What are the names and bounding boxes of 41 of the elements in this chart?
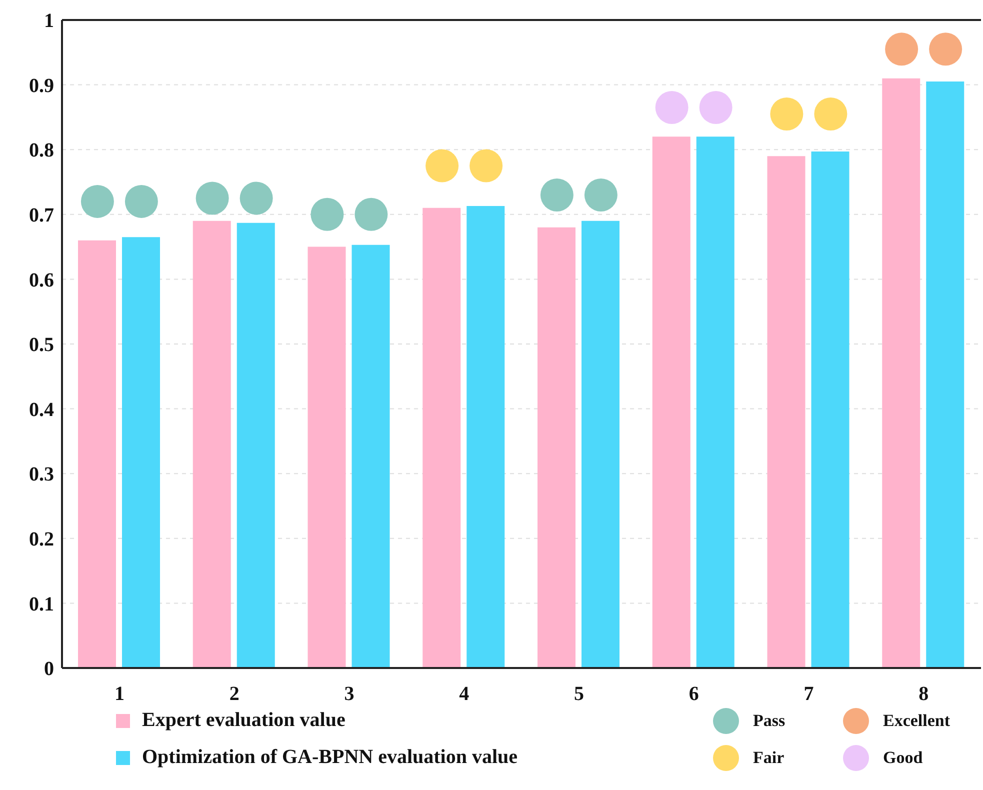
bar	[308, 246, 346, 668]
x-tick-label: 6	[688, 683, 699, 706]
bar	[926, 82, 964, 668]
bar	[696, 136, 734, 668]
bar	[236, 222, 275, 668]
bar	[466, 206, 505, 668]
bar	[192, 220, 231, 668]
x-tick-label: 2	[229, 683, 240, 706]
legend-label: Excellent	[883, 710, 950, 730]
bar	[122, 237, 160, 668]
bar	[767, 156, 806, 668]
legend-label: Good	[883, 748, 923, 768]
legend-label: Pass	[753, 710, 786, 730]
y-tick-label: 0.3	[29, 464, 54, 486]
bar	[422, 208, 461, 668]
legend-label: Fair	[753, 748, 784, 768]
y-tick-label: 1	[44, 10, 54, 32]
bar	[582, 220, 620, 668]
legend-label: Optimization of GA-BPNN evaluation value	[142, 746, 518, 769]
bar	[882, 78, 920, 668]
y-tick-label: 0.5	[29, 334, 54, 356]
x-tick-label: 3	[344, 683, 354, 706]
y-tick-label: 0.4	[29, 398, 54, 421]
y-tick-label: 0.8	[29, 140, 54, 162]
y-tick-label: 0.1	[29, 593, 54, 616]
bar	[811, 152, 850, 668]
y-tick-label: 0.9	[29, 74, 54, 97]
x-tick-label: 1	[114, 683, 124, 706]
bar	[352, 244, 390, 668]
x-tick-label: 7	[804, 683, 814, 706]
x-tick-label: 5	[574, 683, 584, 706]
y-tick-label: 0.2	[29, 528, 54, 550]
x-tick-label: 4	[459, 683, 470, 706]
y-tick-label: 0.7	[29, 204, 54, 226]
bar	[538, 227, 576, 668]
y-tick-label: 0	[44, 658, 54, 680]
y-tick-label: 0.6	[29, 269, 54, 292]
x-tick-label: 8	[918, 683, 929, 706]
bar	[78, 240, 116, 668]
legend-label: Expert evaluation value	[142, 709, 346, 732]
bar	[652, 136, 690, 668]
